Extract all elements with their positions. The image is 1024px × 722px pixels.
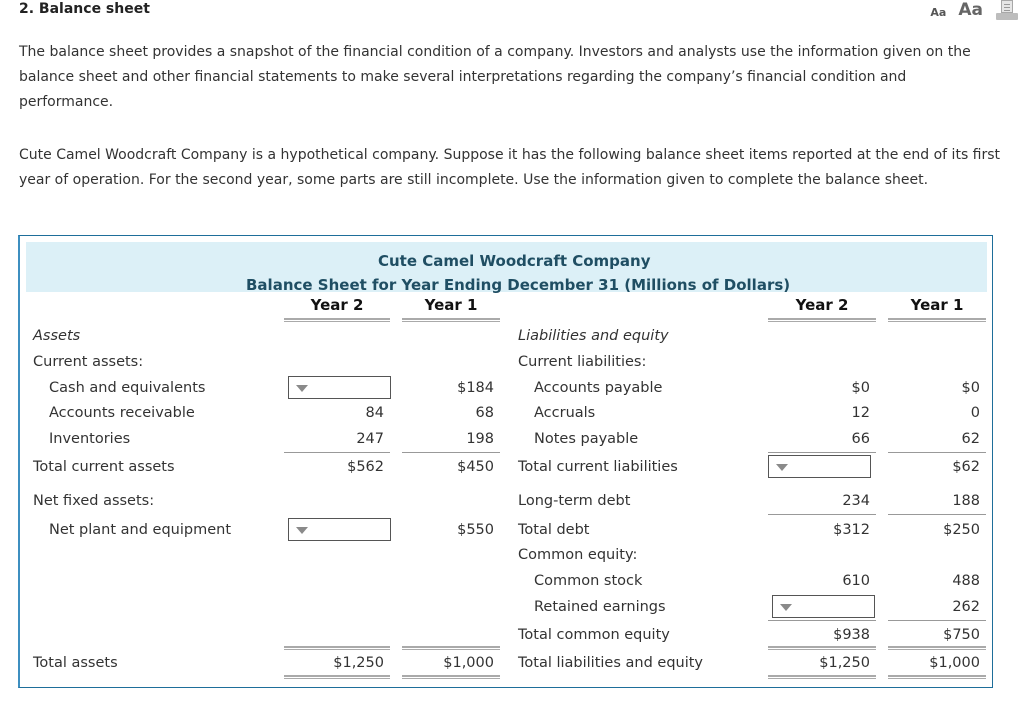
current-liabilities-heading: Current liabilities: — [518, 354, 647, 370]
total-liabilities-equity-label: Total liabilities and equity — [518, 655, 704, 671]
rule — [284, 646, 390, 650]
current-assets-heading: Current assets: — [33, 354, 144, 370]
toolbar: Aa Aa — [930, 0, 1019, 20]
total-liabilities-equity-year2: $1,250 — [819, 655, 870, 671]
receivables-label: Accounts receivable — [49, 405, 195, 421]
inventories-year1: 198 — [466, 431, 494, 447]
rule — [768, 452, 876, 453]
balance-sheet-table: Cute Camel Woodcraft Company Balance She… — [18, 235, 993, 688]
common-stock-label: Common stock — [534, 573, 643, 589]
net-plant-label: Net plant and equipment — [49, 522, 232, 538]
intro-paragraph-1: The balance sheet provides a snapshot of… — [19, 44, 971, 110]
company-name: Cute Camel Woodcraft Company — [378, 252, 651, 270]
question-title: 2. Balance sheet — [19, 1, 150, 17]
rule — [768, 620, 876, 621]
long-term-debt-year1: 188 — [952, 493, 980, 509]
total-current-assets-year1: $450 — [457, 459, 494, 475]
cash-year1: $184 — [457, 380, 494, 396]
rule — [888, 646, 986, 650]
net-plant-year1: $550 — [457, 522, 494, 538]
assets-year1-header: Year 1 — [424, 296, 478, 314]
long-term-debt-year2: 234 — [842, 493, 870, 509]
notes-year1: 62 — [961, 431, 980, 447]
total-assets-year2: $1,250 — [333, 655, 384, 671]
notes-label: Notes payable — [534, 431, 639, 447]
rule — [888, 452, 986, 453]
notes-year2: 66 — [851, 431, 870, 447]
total-current-liabilities-year1: $62 — [952, 459, 980, 475]
common-equity-heading: Common equity: — [518, 547, 638, 563]
rule — [402, 452, 500, 453]
accruals-year1: 0 — [970, 405, 980, 421]
total-debt-year1: $250 — [943, 522, 980, 538]
intro-paragraph-2: Cute Camel Woodcraft Company is a hypoth… — [19, 147, 1001, 188]
cash-year2-dropdown[interactable] — [288, 376, 391, 399]
liabilities-heading: Liabilities and equity — [518, 328, 669, 344]
rule — [888, 675, 986, 679]
long-term-debt-label: Long-term debt — [518, 493, 631, 509]
inventories-year2: 247 — [356, 431, 384, 447]
total-debt-year2: $312 — [833, 522, 870, 538]
fixed-assets-heading: Net fixed assets: — [33, 493, 155, 509]
cash-label: Cash and equivalents — [49, 380, 206, 396]
rule — [284, 675, 390, 679]
retained-earnings-label: Retained earnings — [534, 599, 666, 615]
retained-earnings-year1: 262 — [952, 599, 980, 615]
decrease-font-button[interactable]: Aa — [930, 5, 947, 19]
rule — [402, 646, 500, 650]
total-current-liabilities-label: Total current liabilities — [518, 459, 678, 475]
retained-earnings-year2-dropdown[interactable] — [772, 595, 875, 618]
assets-heading: Assets — [33, 328, 81, 344]
total-assets-label: Total assets — [33, 655, 118, 671]
inventories-label: Inventories — [49, 431, 131, 447]
increase-font-button[interactable]: Aa — [958, 0, 983, 20]
rule — [768, 646, 876, 650]
rule — [888, 620, 986, 621]
rule — [768, 675, 876, 679]
total-assets-year1: $1,000 — [443, 655, 494, 671]
sheet-banner: Cute Camel Woodcraft Company Balance She… — [26, 242, 987, 294]
print-icon[interactable] — [995, 0, 1019, 20]
total-current-liabilities-year2-dropdown[interactable] — [768, 455, 871, 478]
rule — [284, 318, 390, 322]
payable-year2: $0 — [851, 380, 870, 396]
net-plant-year2-dropdown[interactable] — [288, 518, 391, 541]
liab-year1-header: Year 1 — [910, 296, 964, 314]
accruals-year2: 12 — [851, 405, 870, 421]
payable-label: Accounts payable — [534, 380, 663, 396]
sheet-subtitle: Balance Sheet for Year Ending December 3… — [246, 276, 791, 294]
assets-year2-header: Year 2 — [310, 296, 364, 314]
chevron-down-icon — [296, 527, 308, 534]
accruals-label: Accruals — [534, 405, 596, 421]
chevron-down-icon — [296, 385, 308, 392]
total-common-equity-year2: $938 — [833, 627, 870, 643]
receivables-year1: 68 — [475, 405, 494, 421]
chevron-down-icon — [780, 604, 792, 611]
common-stock-year1: 488 — [952, 573, 980, 589]
rule — [768, 318, 876, 322]
rule — [402, 318, 500, 322]
rule — [284, 452, 390, 453]
chevron-down-icon — [776, 464, 788, 471]
total-common-equity-year1: $750 — [943, 627, 980, 643]
receivables-year2: 84 — [365, 405, 384, 421]
page-header: 2. Balance sheet Aa Aa — [19, 0, 1019, 22]
payable-year1: $0 — [961, 380, 980, 396]
total-liabilities-equity-year1: $1,000 — [929, 655, 980, 671]
total-current-assets-label: Total current assets — [33, 459, 175, 475]
rule — [888, 514, 986, 515]
total-current-assets-year2: $562 — [347, 459, 384, 475]
common-stock-year2: 610 — [842, 573, 870, 589]
rule — [402, 675, 500, 679]
total-debt-label: Total debt — [518, 522, 590, 538]
liab-year2-header: Year 2 — [795, 296, 849, 314]
rule — [888, 318, 986, 322]
total-common-equity-label: Total common equity — [518, 627, 670, 643]
rule — [768, 514, 876, 515]
